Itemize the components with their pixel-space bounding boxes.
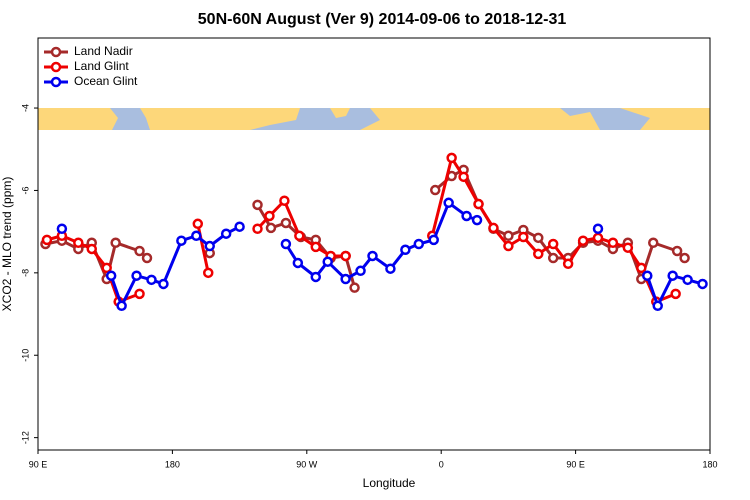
point [443,197,454,209]
point [547,252,559,264]
point [503,230,514,242]
y-tick-label: -4 [20,104,30,112]
x-axis-label: Longitude [363,476,416,490]
point [429,184,441,196]
point [294,230,305,242]
point [503,240,514,252]
chart-title: 50N-60N August (Ver 9) 2014-09-06 to 201… [198,11,567,28]
point [310,271,322,283]
point [280,238,292,250]
point [134,245,145,257]
x-tick-label: 180 [165,459,180,469]
point [110,237,121,249]
point [158,278,169,290]
point [41,234,53,246]
y-tick-label: -6 [20,186,30,194]
point [202,267,214,279]
point [562,258,574,270]
point [146,274,157,286]
point [105,270,117,281]
point [488,222,499,234]
legend-marker [50,46,62,58]
point [697,278,708,290]
point [458,171,469,183]
point [340,273,351,285]
y-tick-label: -12 [20,431,30,444]
point [56,223,68,235]
point [428,234,439,246]
point [607,237,619,249]
point [642,270,653,281]
point [131,270,142,281]
point [413,238,425,250]
point [340,250,351,262]
point [176,235,187,246]
point [446,152,457,164]
point [116,300,127,312]
point [310,241,322,253]
point [367,250,378,262]
point [141,252,153,264]
point [134,288,145,300]
legend-marker [50,76,62,88]
point [191,230,202,242]
point [86,243,98,255]
point [533,232,544,244]
point [204,240,215,252]
legend-label: Land Glint [74,59,129,73]
point [252,199,263,211]
y-axis-label: XCO2 - MLO trend (ppm) [0,177,14,312]
point [622,242,634,253]
x-tick-label: 90 W [296,459,318,469]
x-tick-label: 90 E [29,459,48,469]
x-tick-label: 0 [439,459,444,469]
point [473,198,484,210]
map-strip [38,108,710,130]
plot-frame [37,37,711,451]
point [679,252,690,264]
point [220,228,232,239]
point [385,263,396,274]
point [652,300,663,312]
point [648,237,659,249]
legend-label: Ocean Glint [74,74,138,88]
point [592,223,604,235]
x-tick-label: 180 [702,459,717,469]
x-tick-label: 90 E [566,459,585,469]
point [592,232,604,244]
point [667,270,678,281]
point [577,235,589,246]
y-tick-label: -8 [20,269,30,277]
point [671,245,683,257]
point [292,257,304,269]
point [279,195,290,206]
legend-marker [50,61,62,73]
point [682,274,693,286]
point [533,248,544,260]
point [234,221,245,232]
point [265,222,277,234]
point [322,256,333,267]
y-tick-label: -10 [20,349,30,362]
point [264,210,275,222]
point [461,210,472,222]
point [101,262,112,274]
point [518,231,529,243]
series-line [46,154,677,304]
point [400,244,411,256]
point [670,288,681,300]
point [280,217,292,229]
point [349,282,360,293]
point [636,262,647,274]
point [252,223,263,235]
point [355,265,366,277]
point [192,218,204,230]
legend-label: Land Nadir [74,44,133,58]
point [471,214,483,226]
point [547,238,559,250]
point [73,237,84,249]
